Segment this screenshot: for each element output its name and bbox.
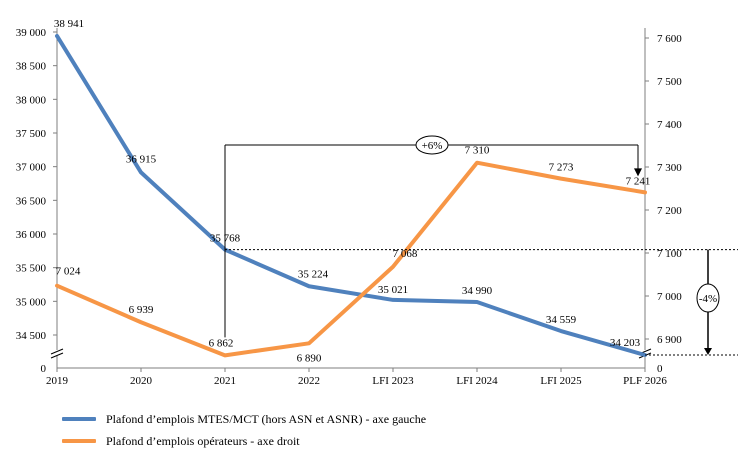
growth-badge <box>415 135 449 155</box>
left-tick-label: 34 500 <box>16 330 47 342</box>
data-label-operateurs: 6 939 <box>129 304 154 316</box>
data-label-operateurs: 7 310 <box>465 145 490 157</box>
right-tick-label: 7 100 <box>657 248 682 260</box>
right-tick-label: 7 400 <box>657 119 682 131</box>
series-line-mtes <box>55 33 647 357</box>
data-label-operateurs: 7 241 <box>626 175 651 187</box>
series-line-operateurs <box>55 160 647 358</box>
growth-badge-label: +6% <box>422 140 443 152</box>
data-label-operateurs: 7 024 <box>56 266 81 278</box>
decline-arrowhead <box>704 347 712 355</box>
legend-label-mtes: Plafond d’emplois MTES/MCT (hors ASN et … <box>106 411 427 426</box>
left-tick-label: 37 000 <box>16 162 47 174</box>
x-tick-label: LFI 2024 <box>456 375 498 387</box>
left-tick-label: 36 500 <box>16 195 47 207</box>
right-zero-label: 0 <box>657 363 663 375</box>
x-tick-label: PLF 2026 <box>623 375 667 387</box>
data-label-operateurs: 6 862 <box>209 337 234 349</box>
data-label-mtes: 38 941 <box>54 18 84 30</box>
data-label-mtes: 36 915 <box>126 153 157 165</box>
legend-item-mtes: Plafond d’emplois MTES/MCT (hors ASN et … <box>62 408 426 430</box>
x-tick-label: 2020 <box>130 375 153 387</box>
right-tick-label: 7 200 <box>657 205 682 217</box>
right-tick-label: 7 000 <box>657 291 682 303</box>
x-tick-label: 2021 <box>214 375 236 387</box>
left-zero-label: 0 <box>41 363 47 375</box>
right-tick-label: 7 300 <box>657 162 682 174</box>
legend: Plafond d’emplois MTES/MCT (hors ASN et … <box>62 408 426 452</box>
left-tick-label: 36 000 <box>16 229 47 241</box>
x-tick-label: 2019 <box>46 375 69 387</box>
left-tick-label: 35 500 <box>16 263 47 275</box>
data-label-operateurs: 7 068 <box>393 248 418 260</box>
data-label-operateurs: 6 890 <box>297 352 322 364</box>
right-tick-label: 6 900 <box>657 334 682 346</box>
left-axis-break-gap <box>51 350 63 356</box>
x-tick-label: LFI 2023 <box>372 375 414 387</box>
legend-item-operateurs: Plafond d’emplois opérateurs - axe droit <box>62 430 426 452</box>
decline-badge <box>696 283 720 313</box>
decline-badge-label: -4% <box>699 293 717 305</box>
left-axis-break-mark <box>50 352 64 359</box>
left-tick-label: 39 000 <box>16 27 47 39</box>
left-tick-label: 38 500 <box>16 61 47 73</box>
legend-swatch-mtes <box>62 417 96 421</box>
left-tick-label: 35 000 <box>16 296 47 308</box>
data-label-mtes: 35 224 <box>298 268 329 280</box>
left-axis-break-mark <box>50 348 64 355</box>
left-tick-label: 37 500 <box>16 128 47 140</box>
growth-arrowhead <box>634 168 642 177</box>
left-tick-label: 38 000 <box>16 94 47 106</box>
legend-label-operateurs: Plafond d’emplois opérateurs - axe droit <box>106 433 300 448</box>
x-tick-label: 2022 <box>298 375 320 387</box>
x-tick-label: LFI 2025 <box>540 375 582 387</box>
right-tick-label: 7 600 <box>657 33 682 45</box>
data-label-mtes: 34 559 <box>546 314 577 326</box>
data-label-mtes: 34 203 <box>610 337 641 349</box>
right-tick-label: 7 500 <box>657 76 682 88</box>
data-label-mtes: 34 990 <box>462 285 493 297</box>
data-label-operateurs: 7 273 <box>549 162 574 174</box>
data-label-mtes: 35 021 <box>378 284 408 296</box>
legend-swatch-operateurs <box>62 439 96 443</box>
